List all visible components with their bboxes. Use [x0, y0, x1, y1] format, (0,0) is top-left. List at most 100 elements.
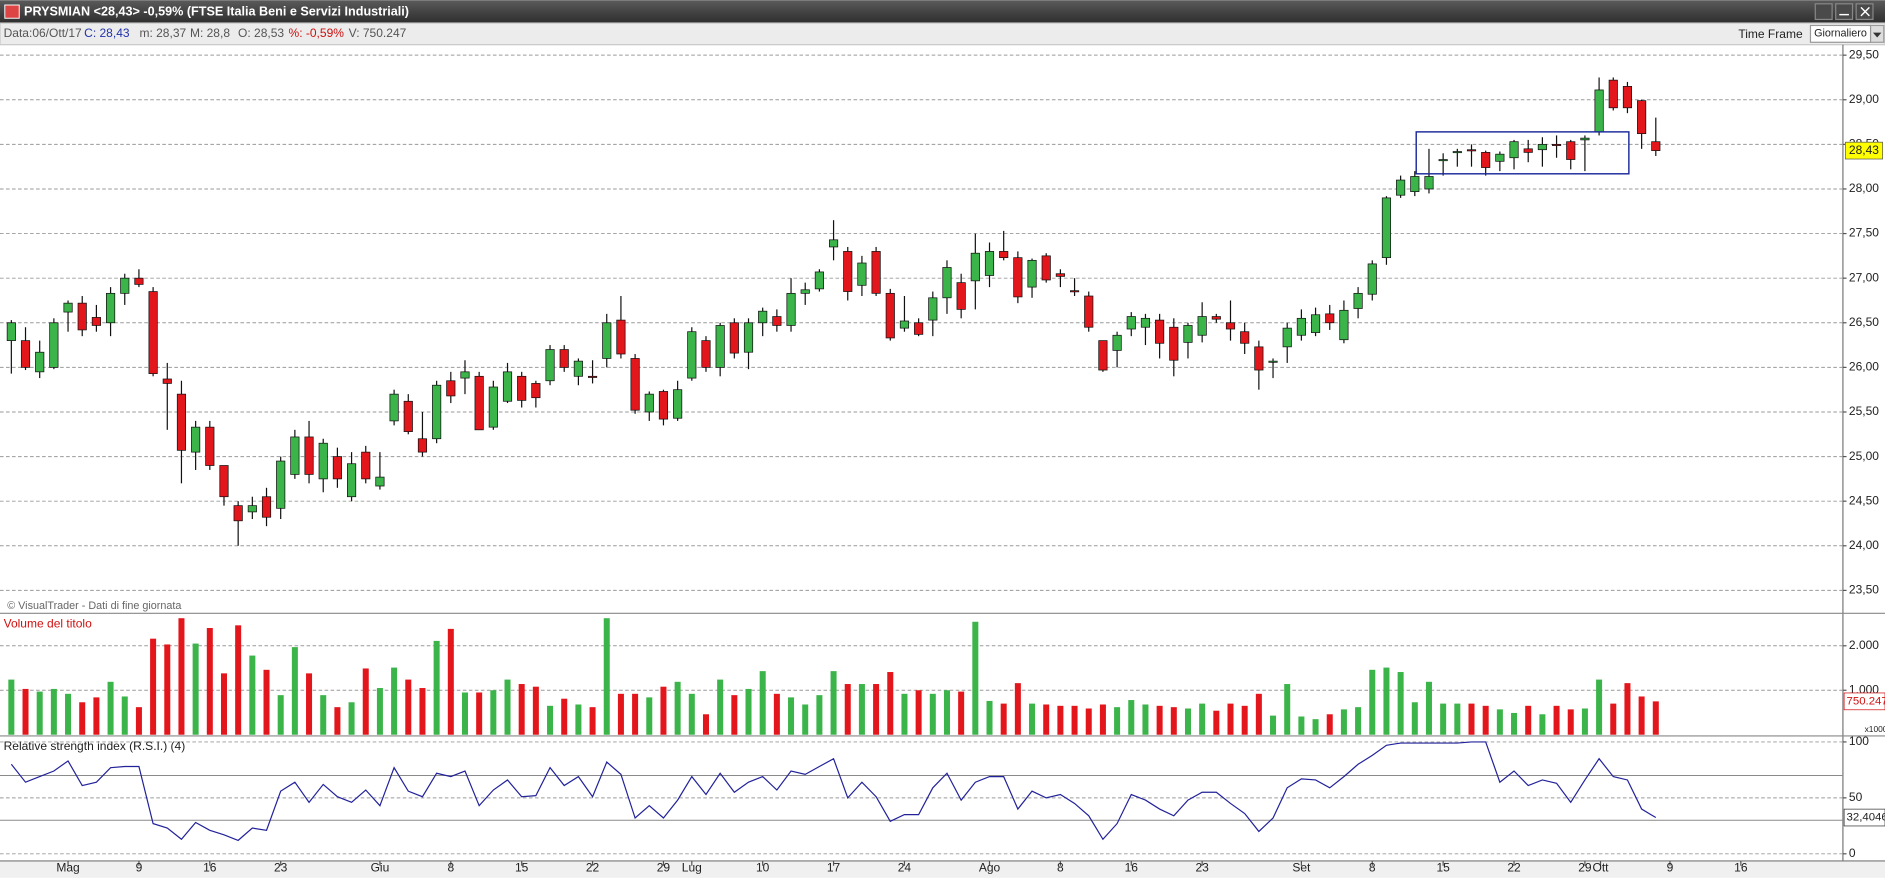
x-tick-label: 8	[1369, 860, 1376, 874]
volume-bar	[773, 693, 780, 735]
y-tick-label: 28,00	[1849, 181, 1879, 195]
x-tick-label: 16	[1125, 860, 1139, 874]
volume-bar	[1411, 702, 1418, 735]
candle-body	[1325, 313, 1335, 324]
y-tick-label: 25,00	[1849, 449, 1879, 463]
volume-bar	[306, 673, 313, 735]
last-rsi-label: 32,4046	[1847, 812, 1885, 824]
info-close: C: 28,43	[84, 26, 130, 40]
candle-body	[829, 239, 839, 248]
volume-bar	[1057, 705, 1064, 735]
candle-body	[517, 375, 527, 401]
x-tick-label: 29	[657, 860, 671, 874]
volume-bar	[1355, 707, 1362, 735]
panel-candlestick: 23,50 24,00 24,50 25,00 25,50 26,00 26,50 27,00…	[0, 47, 1883, 612]
volume-bar	[1440, 703, 1447, 735]
candle-body	[942, 267, 952, 299]
annotation-box	[1415, 131, 1630, 175]
volume-bar	[717, 679, 724, 735]
y-tick-label: 25,50	[1849, 404, 1879, 418]
candle-body	[800, 289, 810, 294]
candle-body	[403, 400, 413, 432]
volume-bar	[79, 702, 86, 735]
volume-bar	[1340, 709, 1347, 735]
candle-body	[361, 451, 371, 480]
candle-body	[304, 436, 314, 475]
candle-body	[984, 251, 995, 276]
y-tick-label: 29,50	[1849, 47, 1879, 61]
candle-body	[191, 426, 201, 453]
candle-body	[885, 292, 895, 339]
volume-bar	[1000, 703, 1007, 735]
candle-body	[1410, 176, 1420, 193]
candle-body	[1424, 176, 1434, 190]
time-frame-value[interactable]: Giornaliero	[1814, 28, 1867, 40]
candle-body	[1155, 319, 1165, 344]
volume-bar	[547, 705, 554, 735]
candle-body	[673, 389, 683, 419]
volume-bar	[788, 697, 795, 735]
panel-title: Relative strength index (R.S.I.) (4)	[4, 739, 186, 753]
x-tick-label: Set	[1292, 860, 1311, 874]
volume-bar	[50, 688, 57, 735]
x-tick-label: Giu	[371, 860, 390, 874]
volume-bar	[334, 707, 341, 735]
candle-body	[233, 505, 243, 522]
volume-bar	[1397, 672, 1404, 735]
candle-body	[630, 358, 640, 411]
volume-bar	[490, 690, 497, 735]
candle-body	[758, 310, 768, 324]
y-tick-label: 2.000	[1849, 638, 1879, 652]
candle-body	[1353, 292, 1363, 309]
volume-bar	[858, 684, 865, 735]
candle-body	[857, 262, 867, 286]
volume-bar	[1270, 715, 1277, 735]
volume-bar	[192, 643, 199, 735]
candle-body	[1055, 273, 1065, 277]
candle-body	[914, 322, 924, 335]
volume-bar	[447, 628, 454, 735]
candle-body	[247, 505, 257, 513]
y-tick-label: 29,00	[1849, 92, 1879, 106]
volume-bar	[561, 698, 568, 735]
y-tick-label: 26,00	[1849, 360, 1879, 374]
volume-bar	[1199, 703, 1206, 735]
volume-bar	[220, 673, 227, 735]
volume-bar	[759, 671, 766, 735]
volume-bar	[660, 686, 667, 735]
x-tick-label: 9	[1667, 860, 1674, 874]
x-tick-label: Mag	[56, 860, 79, 874]
volume-bar	[1312, 719, 1319, 735]
volume-bar	[419, 688, 426, 735]
candle-body	[1381, 197, 1392, 259]
volume-bar	[504, 679, 511, 735]
y-tick-label: 27,00	[1849, 270, 1879, 284]
x-tick-label: 24	[898, 860, 912, 874]
volume-bar	[8, 679, 15, 735]
info-change: %: -0,59%	[289, 26, 345, 40]
volume-bar	[1567, 709, 1574, 735]
volume-bar	[986, 700, 993, 735]
pin-button[interactable]	[1814, 3, 1833, 21]
title-bar	[0, 0, 1885, 24]
volume-bar	[1099, 704, 1106, 735]
volume-bar	[901, 693, 908, 735]
candle-body	[573, 360, 583, 377]
info-low: m: 28,37	[139, 26, 186, 40]
volume-bar	[1482, 705, 1489, 735]
candle-body	[432, 384, 442, 440]
unit-note: x1000	[1865, 724, 1885, 734]
x-tick-label: Ago	[979, 860, 1001, 874]
volume-bar	[1610, 703, 1617, 735]
volume-bar	[1624, 683, 1631, 735]
volume-bar	[518, 684, 525, 735]
volume-bar	[291, 647, 298, 735]
volume-bar	[745, 688, 752, 735]
y-tick-label: 24,50	[1849, 493, 1879, 507]
candle-body	[786, 292, 796, 326]
candle-body	[91, 317, 101, 326]
volume-bar	[65, 693, 72, 735]
minimize-button[interactable]	[1835, 3, 1854, 21]
